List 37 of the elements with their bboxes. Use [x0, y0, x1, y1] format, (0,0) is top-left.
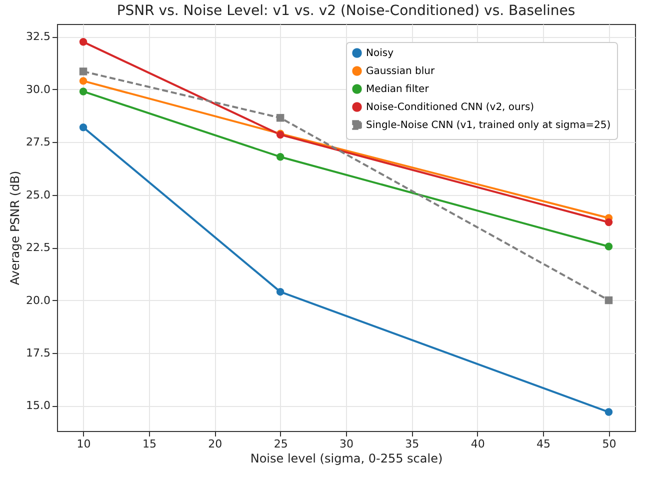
- x-tick-label: 50: [602, 438, 616, 450]
- y-tick-label: 17.5: [26, 346, 50, 360]
- y-tick-label: 20.0: [26, 294, 50, 307]
- point: [79, 88, 88, 96]
- point: [604, 408, 613, 416]
- y-tick-label: 32.5: [26, 30, 50, 44]
- point: [276, 288, 284, 296]
- chart-title: PSNR vs. Noise Level: v1 vs. v2 (Noise-Conditioned) vs. Baselines: [116, 3, 576, 19]
- x-tick-label: 10: [76, 438, 91, 450]
- point: [276, 152, 284, 161]
- legend-label: Median filter: [366, 84, 430, 95]
- point: [79, 68, 88, 76]
- point: [604, 296, 613, 304]
- x-tick-label: 30: [340, 438, 354, 450]
- point: [604, 218, 613, 226]
- legend-label: Noisy: [366, 48, 394, 59]
- x-tick-label: 40: [470, 438, 485, 450]
- x-tick-label: 15: [142, 438, 156, 450]
- legend-label: Noise-Conditioned CNN (v2, ours): [366, 102, 534, 113]
- x-tick-label: 20: [208, 438, 222, 450]
- point: [276, 114, 284, 122]
- y-tick-label: 27.5: [26, 136, 50, 149]
- x-tick-label: 25: [274, 438, 288, 450]
- legend-label: Gaussian blur: [366, 66, 436, 77]
- x-tick-label: 45: [536, 438, 551, 450]
- point: [79, 38, 88, 46]
- legend-label: Single-Noise CNN (v1, trained only at sigma=25): [366, 120, 611, 131]
- y-tick-label: 15.0: [26, 399, 50, 412]
- x-tick-label: 35: [405, 438, 420, 450]
- point: [79, 123, 88, 132]
- y-axis-title: Average PSNR (dB): [8, 170, 22, 286]
- y-tick-label: 22.5: [26, 241, 50, 254]
- y-tick-label: 25.0: [26, 188, 50, 202]
- point: [79, 77, 88, 85]
- point: [604, 242, 613, 250]
- x-axis-title: Noise level (sigma, 0-255 scale): [250, 452, 443, 466]
- y-tick-label: 30.0: [26, 82, 50, 96]
